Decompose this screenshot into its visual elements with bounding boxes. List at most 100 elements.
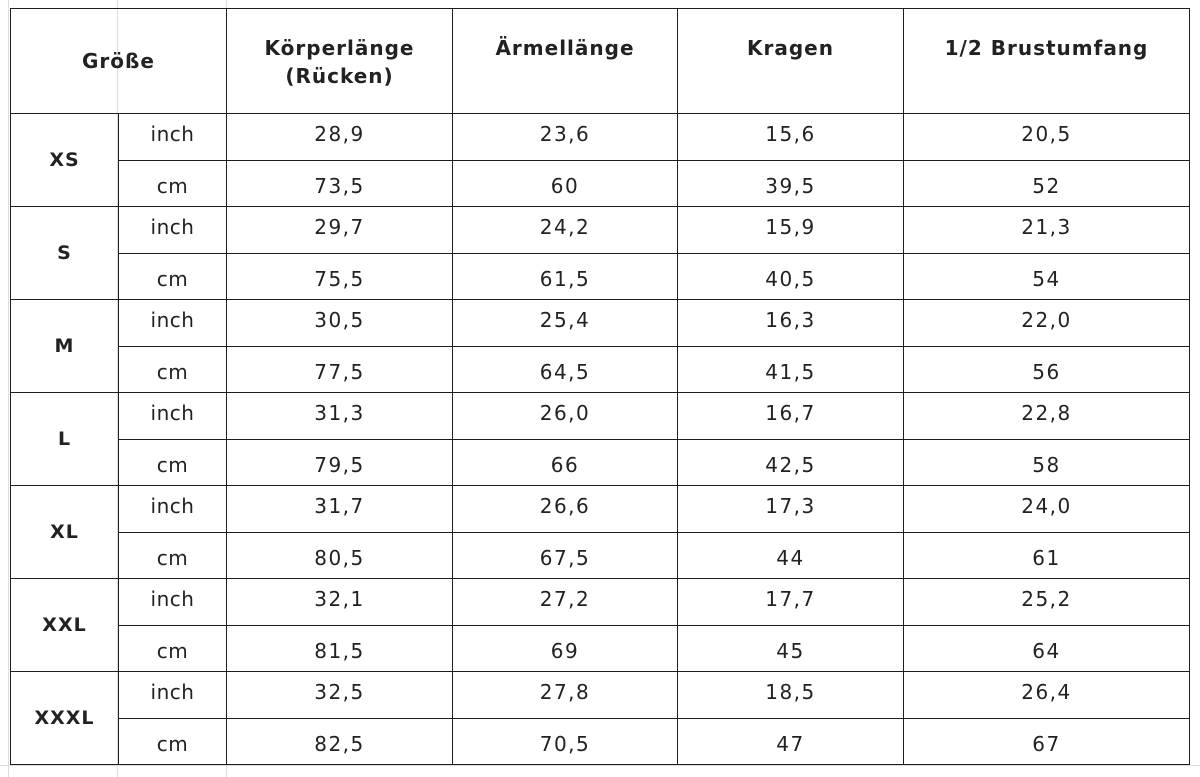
unit-label: cm (118, 438, 227, 486)
measurement-cell: 28,9 (226, 113, 453, 161)
measurement-cell: 70,5 (452, 717, 678, 765)
measurement-cell: 47 (677, 717, 904, 765)
measurement-cell: 61,5 (452, 252, 678, 300)
measurement-cell: 75,5 (226, 252, 453, 300)
measurement-cell: 24,2 (452, 206, 678, 254)
measurement-cell: 32,5 (226, 671, 453, 719)
measurement-cell: 58 (903, 438, 1190, 486)
table-row: XS inch 28,9 23,6 15,6 20,5 (10, 113, 1190, 207)
table-row: cm 75,5 61,5 40,5 54 (11, 252, 1190, 300)
measurement-cell: 26,6 (452, 485, 678, 533)
measurement-cell: 31,7 (226, 485, 453, 533)
measurement-cell: 82,5 (226, 717, 453, 765)
grid-column-line (8, 0, 9, 777)
header-row: Größe Körperlänge (Rücken) Ärmellänge Kr… (10, 8, 1190, 114)
unit-label: inch (118, 671, 227, 719)
table-row: cm 80,5 67,5 44 61 (11, 531, 1190, 579)
measurement-cell: 39,5 (677, 159, 904, 207)
measurement-cell: 77,5 (226, 345, 453, 393)
measurement-cell: 64,5 (452, 345, 678, 393)
measurement-cell: 22,0 (903, 299, 1190, 347)
header-body-length: Körperlänge (Rücken) (226, 8, 453, 114)
measurement-cell: 29,7 (226, 206, 453, 254)
measurement-cell: 18,5 (677, 671, 904, 719)
header-body-length-line1: Körperlänge (264, 36, 415, 60)
unit-label: cm (118, 252, 227, 300)
measurement-cell: 45 (677, 624, 904, 672)
measurement-cell: 26,4 (903, 671, 1190, 719)
measurement-cell: 26,0 (452, 392, 678, 440)
unit-label: inch (118, 392, 227, 440)
measurement-cell: 79,5 (226, 438, 453, 486)
grid-row-line (0, 765, 1200, 766)
measurement-cell: 16,7 (677, 392, 904, 440)
size-label: XS (10, 113, 119, 207)
header-collar: Kragen (677, 8, 904, 114)
header-body-length-line2: (Rücken) (285, 64, 394, 88)
size-chart-table: Größe Körperlänge (Rücken) Ärmellänge Kr… (10, 8, 1190, 765)
size-label: XXXL (10, 671, 119, 765)
measurement-cell: 25,4 (452, 299, 678, 347)
size-label: M (10, 299, 119, 393)
header-half-chest: 1/2 Brustumfang (903, 8, 1190, 114)
measurement-cell: 27,8 (452, 671, 678, 719)
measurement-cell: 56 (903, 345, 1190, 393)
measurement-cell: 67,5 (452, 531, 678, 579)
measurement-cell: 20,5 (903, 113, 1190, 161)
measurement-cell: 73,5 (226, 159, 453, 207)
measurement-cell: 42,5 (677, 438, 904, 486)
measurement-cell: 17,7 (677, 578, 904, 626)
unit-label: cm (118, 159, 227, 207)
measurement-cell: 30,5 (226, 299, 453, 347)
size-label: L (10, 392, 119, 486)
measurement-cell: 15,6 (677, 113, 904, 161)
size-label: S (10, 206, 119, 300)
unit-label: cm (118, 717, 227, 765)
measurement-cell: 31,3 (226, 392, 453, 440)
measurement-cell: 40,5 (677, 252, 904, 300)
size-label: XXL (10, 578, 119, 672)
size-label: XL (10, 485, 119, 579)
measurement-cell: 27,2 (452, 578, 678, 626)
unit-label: inch (118, 299, 227, 347)
measurement-cell: 54 (903, 252, 1190, 300)
measurement-cell: 23,6 (452, 113, 678, 161)
table-row: XL inch 31,7 26,6 17,3 24,0 (10, 485, 1190, 579)
unit-label: inch (118, 578, 227, 626)
measurement-cell: 22,8 (903, 392, 1190, 440)
unit-label: cm (118, 624, 227, 672)
measurement-cell: 21,3 (903, 206, 1190, 254)
unit-label: inch (118, 206, 227, 254)
unit-label: cm (118, 345, 227, 393)
unit-label: cm (118, 531, 227, 579)
table-row: XXL inch 32,1 27,2 17,7 25,2 (10, 578, 1190, 672)
unit-label: inch (118, 485, 227, 533)
measurement-cell: 17,3 (677, 485, 904, 533)
measurement-cell: 41,5 (677, 345, 904, 393)
table-row: XXXL inch 32,5 27,8 18,5 26,4 (10, 671, 1190, 765)
measurement-cell: 64 (903, 624, 1190, 672)
measurement-cell: 66 (452, 438, 678, 486)
measurement-cell: 61 (903, 531, 1190, 579)
table-row: cm 79,5 66 42,5 58 (11, 438, 1190, 486)
table-row: cm 77,5 64,5 41,5 56 (11, 345, 1190, 393)
measurement-cell: 69 (452, 624, 678, 672)
measurement-cell: 15,9 (677, 206, 904, 254)
measurement-cell: 44 (677, 531, 904, 579)
measurement-cell: 60 (452, 159, 678, 207)
table-row: cm 81,5 69 45 64 (11, 624, 1190, 672)
measurement-cell: 24,0 (903, 485, 1190, 533)
measurement-cell: 25,2 (903, 578, 1190, 626)
header-sleeve-length: Ärmellänge (452, 8, 678, 114)
measurement-cell: 52 (903, 159, 1190, 207)
table-row: cm 82,5 70,5 47 67 (11, 717, 1190, 765)
measurement-cell: 80,5 (226, 531, 453, 579)
measurement-cell: 81,5 (226, 624, 453, 672)
measurement-cell: 16,3 (677, 299, 904, 347)
header-size: Größe (10, 8, 227, 114)
measurement-cell: 32,1 (226, 578, 453, 626)
